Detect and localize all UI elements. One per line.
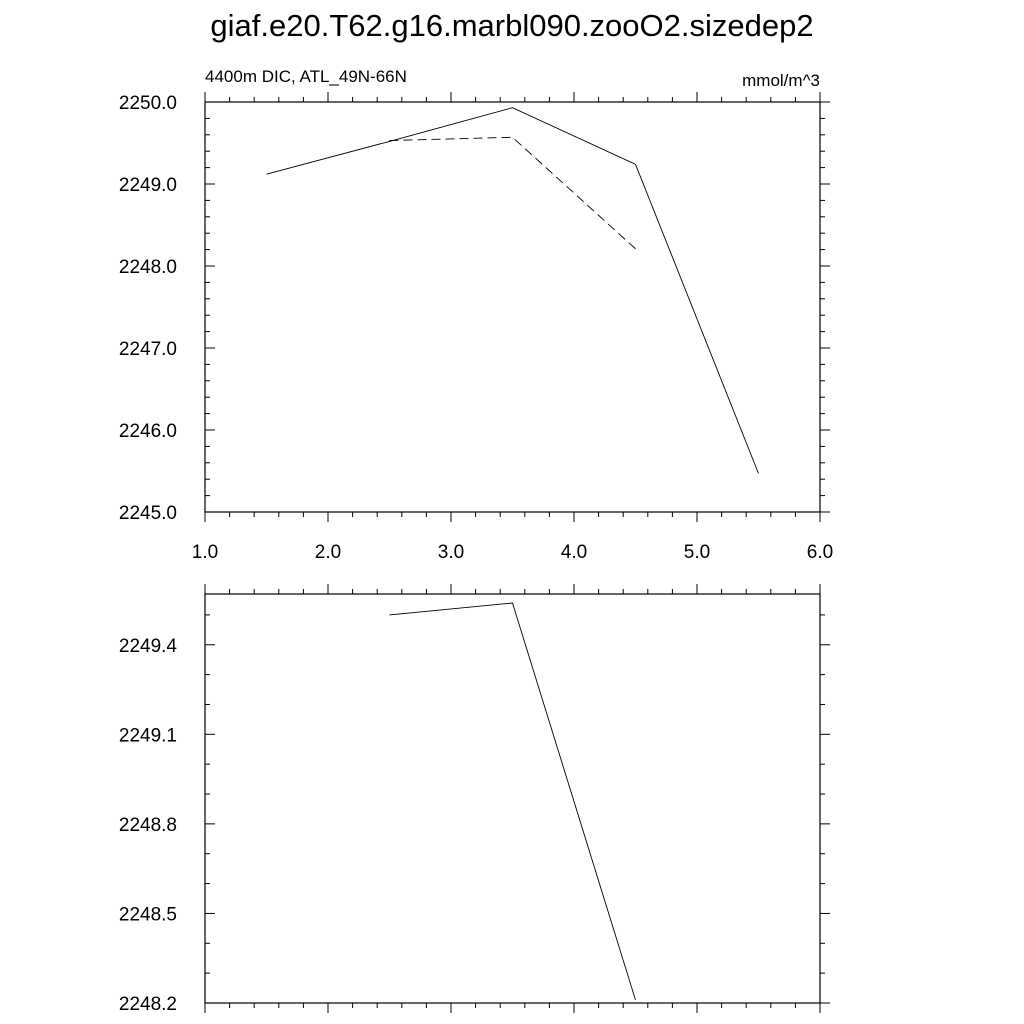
- x-tick-label: 4.0: [561, 542, 587, 563]
- plot-frame: [204, 101, 821, 513]
- y-tick-label: 2245.0: [119, 503, 177, 524]
- y-tick-label: 2248.5: [119, 904, 177, 925]
- x-tick-label: 1.0: [192, 542, 218, 563]
- y-tick-label: 2249.1: [119, 725, 177, 746]
- x-tick-label: 2.0: [315, 542, 341, 563]
- y-tick-label: 2249.0: [119, 175, 177, 196]
- y-tick-label: 2246.0: [119, 421, 177, 442]
- x-tick-label: 6.0: [807, 542, 833, 563]
- series-line-dashed: [389, 136, 636, 250]
- top-panel: 1.0 2.0 3.0 4.0 5.0 6.0 2245.0 2246.0 2247.0 2248…: [119, 67, 833, 563]
- y-tick-label: 2248.2: [119, 994, 177, 1015]
- y-tick-label: 2248.0: [119, 257, 177, 278]
- series-line-solid: [389, 602, 636, 1001]
- plot-frame: [204, 593, 821, 1004]
- chart-title: giaf.e20.T62.g16.marbl090.zooO2.sizedep2: [210, 8, 814, 43]
- y-tick-label: 2247.0: [119, 339, 177, 360]
- y-tick-label: 2248.8: [119, 815, 177, 836]
- x-tick-label: 5.0: [684, 542, 710, 563]
- y-tick-label: 2250.0: [119, 93, 177, 114]
- x-tick-label: 3.0: [438, 542, 464, 563]
- left-string: 4400m DIC, ATL_49N-66N: [205, 67, 407, 86]
- y-tick-label: 2249.4: [119, 636, 178, 657]
- series-line-solid: [266, 107, 759, 474]
- units-label: mmol/m^3: [742, 71, 820, 90]
- bottom-panel: 2248.2 2248.5 2248.8 2249.1 2249.4: [119, 584, 830, 1015]
